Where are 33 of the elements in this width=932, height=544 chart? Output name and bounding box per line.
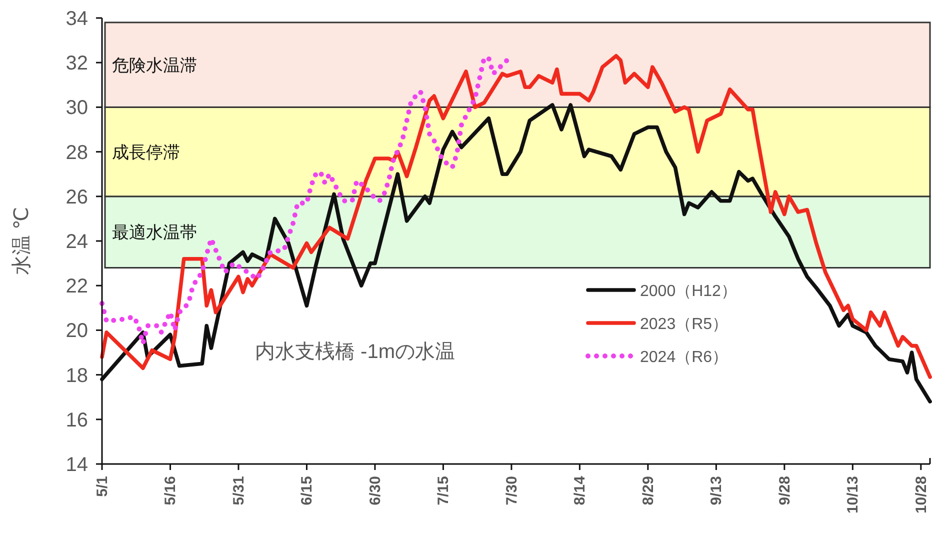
band-label: 最適水温帯 <box>112 223 197 242</box>
y-tick-label: 26 <box>66 186 88 208</box>
legend-label: 2023（R5） <box>640 316 728 333</box>
x-tick-label: 8/29 <box>640 476 657 506</box>
x-tick-label: 6/15 <box>298 476 316 506</box>
band-label: 成長停滞 <box>112 142 180 162</box>
x-tick-label: 9/28 <box>776 476 794 506</box>
x-tick-label: 6/30 <box>366 476 384 506</box>
y-tick-label: 34 <box>66 8 88 30</box>
x-tick-label: 8/14 <box>572 475 589 506</box>
line-series <box>100 54 932 379</box>
y-tick-label: 20 <box>66 320 88 342</box>
y-tick-label: 28 <box>66 142 88 164</box>
x-tick-label: 5/31 <box>230 476 248 506</box>
y-tick-label: 30 <box>66 97 88 120</box>
y-tick-label: 14 <box>66 454 88 476</box>
legend-label: 2000（H12） <box>640 283 737 300</box>
y-tick-label: 16 <box>66 409 88 432</box>
y-tick-label: 32 <box>66 52 88 75</box>
y-tick-label: 24 <box>66 231 88 253</box>
x-tick-label: 7/15 <box>435 476 452 506</box>
y-tick-label: 18 <box>66 364 88 387</box>
y-tick-label: 22 <box>66 276 88 298</box>
legend-label: 2024（R6） <box>640 349 728 366</box>
x-tick-label: 9/13 <box>708 476 726 506</box>
x-tick-label: 10/13 <box>844 476 862 514</box>
x-tick-label: 5/1 <box>94 476 111 497</box>
x-tick-label: 5/16 <box>162 476 180 506</box>
x-tick-label: 10/28 <box>912 476 930 514</box>
x-tick-label: 7/30 <box>503 476 520 506</box>
y-axis-title: 水温 ℃ <box>11 206 33 276</box>
band-label: 危険水温滞 <box>112 56 197 75</box>
annotation: 内水支桟橋 -1mの水温 <box>255 341 455 363</box>
